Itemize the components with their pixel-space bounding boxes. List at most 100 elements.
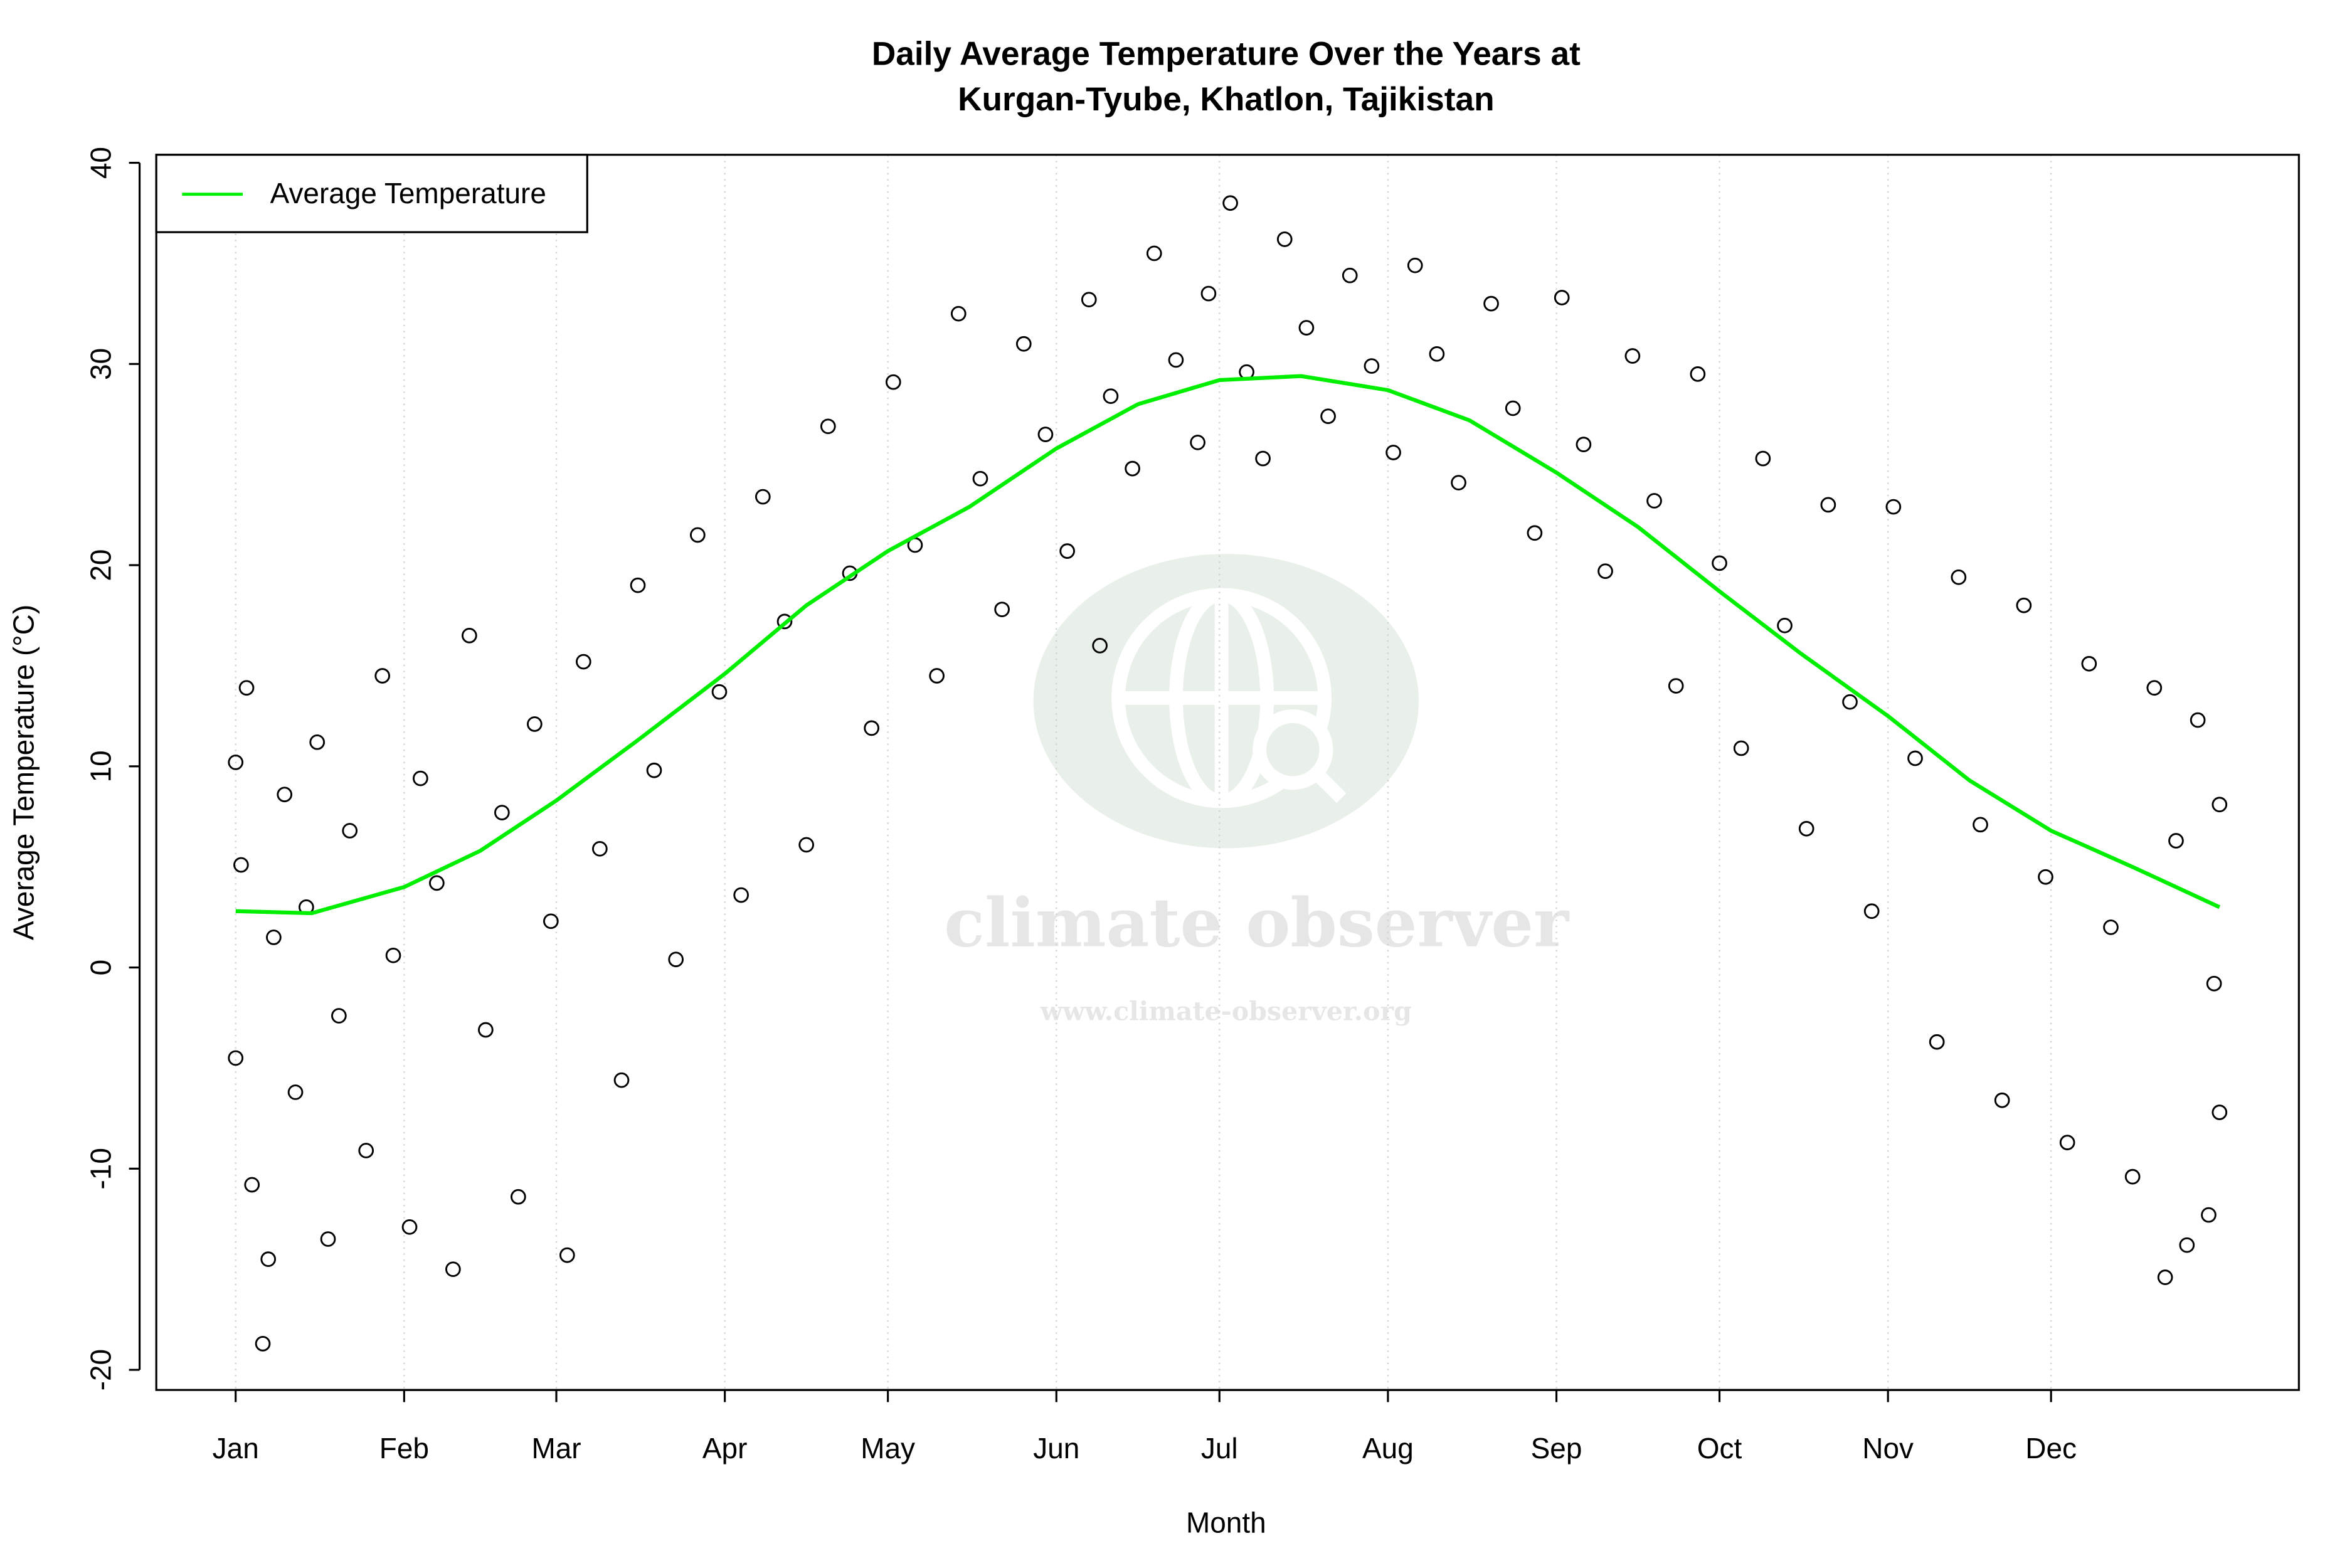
point	[711, 684, 728, 700]
point	[1733, 740, 1749, 756]
point	[1690, 366, 1706, 382]
point	[1103, 388, 1119, 405]
point	[630, 577, 646, 593]
x-tick-label: Jan	[213, 1432, 259, 1465]
point	[462, 628, 477, 644]
point	[244, 1177, 260, 1193]
point	[1554, 290, 1570, 305]
chart-title: Kurgan-Tyube, Khatlon, Tajikistan	[958, 81, 1495, 118]
point	[2157, 1269, 2173, 1285]
point	[1483, 295, 1499, 312]
point	[1505, 400, 1521, 416]
point	[1973, 817, 1988, 833]
legend-label: Average Temperature	[270, 177, 546, 209]
x-tick-label: Aug	[1362, 1432, 1414, 1465]
point	[287, 1084, 304, 1100]
point	[972, 470, 988, 487]
point	[1364, 358, 1380, 374]
point	[1929, 1034, 1945, 1050]
point	[1798, 820, 1814, 837]
point	[238, 680, 255, 696]
point	[2190, 712, 2206, 728]
point	[1576, 437, 1592, 452]
point	[864, 720, 879, 736]
point	[1342, 267, 1358, 283]
point	[668, 951, 684, 968]
point	[331, 1008, 347, 1024]
watermark-text: climate observer	[944, 884, 1570, 962]
point	[2038, 869, 2053, 885]
watermark-globe	[1111, 588, 1347, 808]
point	[1037, 426, 1054, 442]
point	[401, 1219, 418, 1235]
point	[733, 887, 749, 903]
point	[1863, 903, 1880, 919]
point	[950, 305, 967, 322]
x-tick-label: Jun	[1033, 1432, 1079, 1465]
plot-frame	[155, 154, 2300, 1391]
point	[994, 601, 1010, 617]
point	[1597, 563, 1613, 580]
point	[929, 668, 945, 684]
point	[1646, 493, 1662, 509]
point	[1146, 245, 1162, 262]
point	[1777, 617, 1793, 633]
y-tick-label: 20	[85, 549, 117, 581]
point	[1298, 320, 1315, 336]
point	[2212, 797, 2228, 813]
point	[1222, 195, 1238, 211]
point	[2212, 1104, 2228, 1120]
point	[1624, 348, 1641, 364]
point	[260, 1251, 277, 1267]
point	[358, 1143, 374, 1158]
point	[2168, 833, 2184, 849]
x-tick-label: Dec	[2025, 1432, 2077, 1465]
point	[1015, 336, 1032, 352]
point	[1712, 555, 1727, 571]
point	[689, 527, 706, 543]
point	[2103, 919, 2119, 935]
point	[798, 837, 814, 853]
point	[559, 1247, 575, 1263]
y-tick-label: 10	[85, 750, 117, 782]
point	[1255, 450, 1271, 467]
point	[591, 840, 608, 857]
point	[543, 913, 559, 930]
point	[1907, 750, 1923, 766]
point	[2179, 1237, 2195, 1253]
y-tick-label: 40	[85, 147, 117, 179]
point	[2081, 655, 2097, 672]
point	[277, 787, 293, 803]
point	[2016, 597, 2032, 613]
point	[1885, 499, 1902, 515]
point	[1451, 475, 1466, 490]
x-axis-label: Month	[1186, 1507, 1266, 1539]
point	[429, 875, 445, 891]
point	[1842, 694, 1858, 710]
point	[494, 805, 510, 820]
axes: Jan Feb Mar Apr May Jun Jul Aug Sep Oct Nov Dec -20 -…	[85, 147, 2077, 1465]
point	[1200, 285, 1217, 302]
x-tick-label: Nov	[1862, 1432, 1914, 1465]
point	[255, 1336, 271, 1352]
point	[2124, 1168, 2141, 1185]
point	[1385, 445, 1401, 460]
point	[2146, 680, 2163, 696]
point	[1755, 450, 1771, 467]
point	[1527, 525, 1543, 541]
x-tick-label: Mar	[531, 1432, 581, 1465]
point	[309, 734, 326, 750]
point	[413, 770, 428, 787]
point	[1951, 569, 1967, 585]
y-tick-label: -20	[85, 1349, 117, 1391]
point	[527, 716, 543, 732]
point	[1820, 497, 1836, 513]
point	[1276, 231, 1293, 247]
point	[2201, 1207, 2217, 1223]
point	[342, 823, 358, 839]
point	[885, 374, 901, 390]
point	[820, 418, 836, 435]
legend: Average Temperature	[155, 154, 588, 233]
